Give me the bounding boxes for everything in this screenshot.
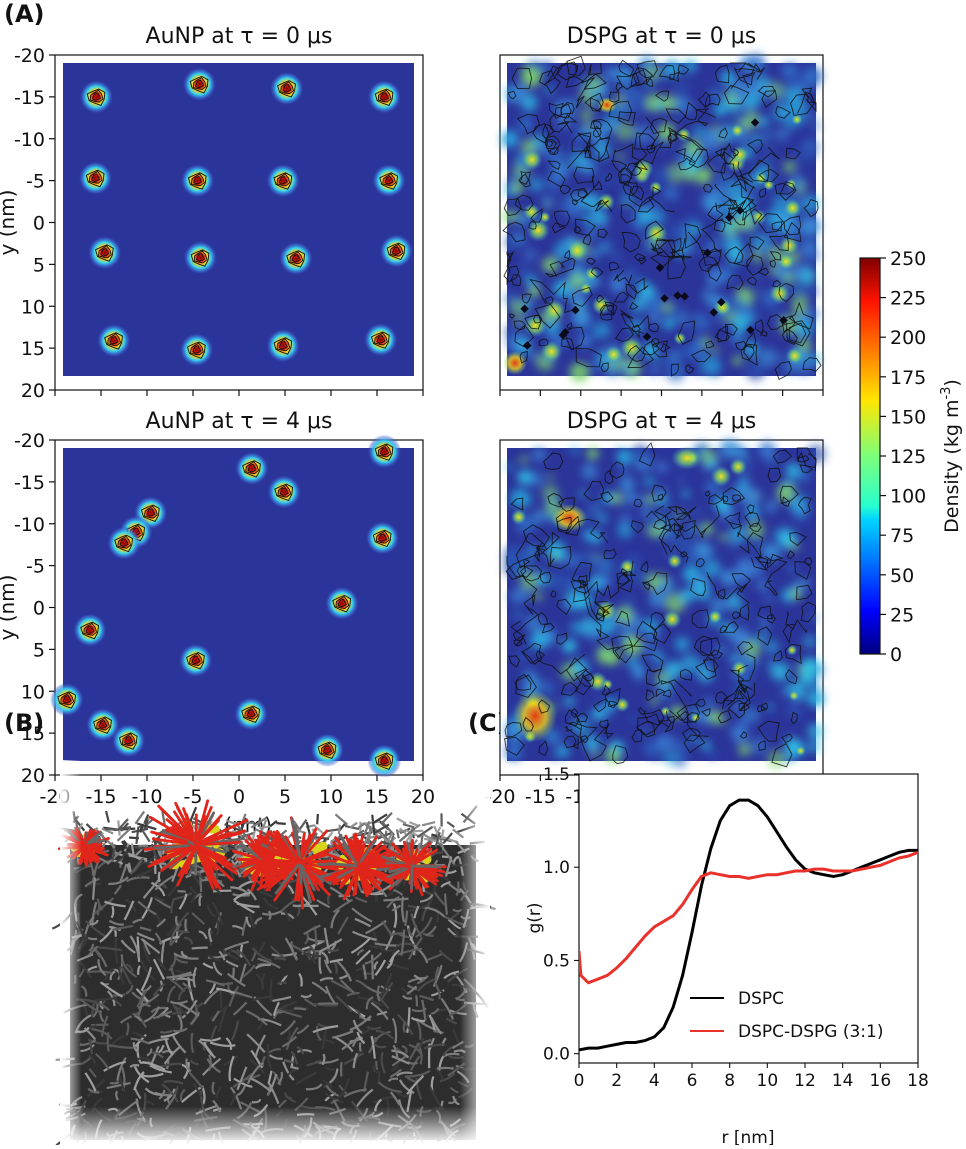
y-tick-label: 1.5 [543, 765, 570, 785]
colorbar-tick-label: 250 [890, 248, 926, 270]
heatmap-title: DSPG at τ = 4 μs [567, 409, 756, 434]
heatmap-title: DSPG at τ = 0 μs [567, 24, 756, 49]
nanoparticle-density-peak [367, 80, 401, 114]
y-tick-label: -10 [14, 514, 45, 536]
x-tick-label: 4 [649, 1071, 660, 1091]
y-tick-label: -10 [14, 129, 45, 151]
nanoparticle-density-peak [181, 164, 215, 198]
heatmap-dspg-t4: DSPG at τ = 4 μs-20-15-10-505101520x (nm… [484, 409, 835, 837]
y-tick-label: -5 [26, 556, 45, 578]
colorbar-label: Density (kg m-3) [939, 379, 963, 533]
nanoparticle-density-peak [88, 236, 122, 270]
colorbar-tick-label: 50 [890, 565, 914, 587]
nanoparticle-density-peak [367, 435, 401, 469]
heatmap-title: AuNP at τ = 4 μs [146, 409, 333, 434]
rdf-plot-frame [579, 774, 918, 1063]
nanoparticle-density-peak [234, 697, 268, 731]
colorbar-tick-label: 175 [890, 367, 926, 389]
nanoparticle-density-peak [366, 521, 400, 555]
colorbar-tick-label: 225 [890, 288, 926, 310]
nanoparticle-density-peak [78, 161, 112, 195]
y-tick-label: 0 [33, 598, 45, 620]
nanoparticle-density-peak [73, 613, 107, 647]
y-tick-label: 0.5 [543, 951, 570, 971]
nanoparticle-density-peak [379, 234, 413, 268]
nanoparticle-density-peak [372, 164, 406, 198]
y-tick-label: 10 [21, 296, 45, 318]
nanoparticle-density-peak [112, 724, 146, 758]
heatmap-title: AuNP at τ = 0 μs [146, 24, 333, 49]
nanoparticle-density-peak [183, 241, 217, 275]
nanoparticle-density-peak [325, 586, 359, 620]
y-tick-label: -20 [14, 45, 45, 67]
x-tick-label: 16 [870, 1071, 892, 1091]
x-tick-label: 2 [611, 1071, 622, 1091]
colorbar-tick-label: 150 [890, 406, 926, 428]
y-axis-label: y (nm) [0, 575, 19, 641]
membrane-snapshot [52, 760, 495, 1145]
legend-label-dspc: DSPC [738, 989, 784, 1009]
x-tick-label: 18 [907, 1071, 929, 1091]
panel-label-a: (A) [4, 0, 45, 28]
rdf-x-label: r [nm] [722, 1128, 775, 1145]
y-tick-label: 0 [33, 213, 45, 235]
nanoparticle-density-peak [270, 72, 304, 106]
colorbar-tick-label: 100 [890, 486, 926, 508]
nanoparticle-density-peak [107, 526, 141, 560]
nanoparticle-density-peak [235, 451, 269, 485]
y-tick-label: 10 [21, 681, 45, 703]
nanoparticle-density-peak [266, 164, 300, 198]
nanoparticle-density-peak [267, 475, 301, 509]
y-tick-label: 15 [21, 338, 45, 360]
x-tick-label: 10 [757, 1071, 779, 1091]
y-tick-label: -15 [14, 472, 45, 494]
y-tick-label: 20 [21, 380, 45, 402]
colorbar-tick-label: 75 [890, 525, 914, 547]
y-tick-label: -20 [14, 430, 45, 452]
colorbar-tick-label: 0 [890, 644, 902, 666]
x-tick-label: 0 [574, 1071, 585, 1091]
y-axis-label: y (nm) [0, 190, 19, 256]
colorbar-gradient [860, 258, 880, 654]
nanoparticle-density-peak [279, 242, 313, 276]
nanoparticle-density-peak [180, 333, 214, 367]
y-tick-label: 5 [33, 254, 45, 276]
nanoparticle-density-peak [79, 80, 113, 114]
rdf-y-label: g(r) [525, 902, 545, 933]
heatmap-aunp-t0: AuNP at τ = 0 μs -20 -15 -10 -5 0 5 10 15 20 y (nm… [0, 24, 423, 402]
y-tick-label: -15 [14, 87, 45, 109]
x-tick-label: 6 [687, 1071, 698, 1091]
colorbar-tick-label: 25 [890, 604, 914, 626]
y-tick-label: 20 [21, 765, 45, 787]
x-tick-label: 12 [794, 1071, 816, 1091]
colorbar-tick-label: 200 [890, 327, 926, 349]
x-tick-label: 8 [724, 1071, 735, 1091]
nanoparticle-density-peak [364, 323, 398, 357]
nanoparticle-density-peak [179, 643, 213, 677]
y-tick-label: -5 [26, 171, 45, 193]
legend-label-dspc-dspg: DSPC-DSPG (3:1) [738, 1022, 883, 1042]
y-tick-label: 1.0 [543, 858, 570, 878]
nanoparticle-density-peak [50, 683, 84, 717]
x-tick-label: -15 [525, 786, 556, 808]
y-tick-label: 15 [21, 723, 45, 745]
y-tick-label: 0.0 [543, 1045, 570, 1065]
heatmap-dspg-t0: DSPG at τ = 0 μs [500, 24, 823, 396]
nanoparticle-density-peak [266, 329, 300, 363]
nanoparticle-density-peak [97, 324, 131, 358]
nanoparticle-density-peak [182, 67, 216, 101]
snapshot-bottom-fade [60, 760, 490, 1145]
x-tick-label: 14 [832, 1071, 854, 1091]
y-tick-label: 5 [33, 639, 45, 661]
colorbar-tick-label: 125 [890, 446, 926, 468]
